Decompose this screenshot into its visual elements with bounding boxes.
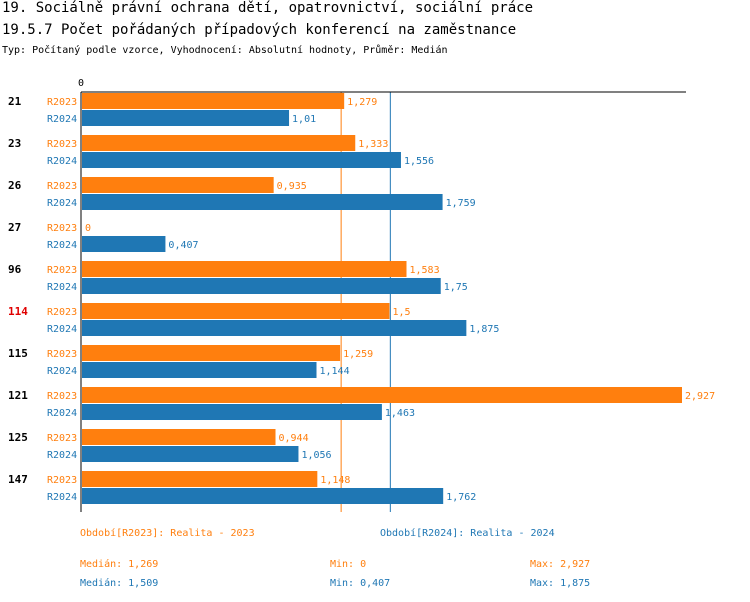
bar-r2023-21: [82, 93, 345, 109]
bar-r2023-23: [82, 135, 356, 151]
bar-r2024-96: [82, 278, 441, 294]
value-label: 1,259: [343, 349, 373, 360]
value-label: 1,01: [292, 114, 316, 125]
category-label: 125: [8, 431, 28, 444]
series-tag: R2024: [47, 114, 77, 125]
category-label: 115: [8, 347, 28, 360]
series-tag: R2023: [47, 433, 77, 444]
bar-r2024-26: [82, 194, 443, 210]
chart-type-description: Typ: Počítaný podle vzorce, Vyhodnocení:…: [2, 45, 448, 56]
bar-r2023-115: [82, 345, 341, 361]
series-tag: R2023: [47, 139, 77, 150]
bar-r2023-114: [82, 303, 390, 319]
value-label: 1,762: [446, 492, 476, 503]
bar-r2024-27: [82, 236, 166, 252]
max-2024: Max: 1,875: [530, 578, 591, 589]
category-label: 147: [8, 473, 28, 486]
value-label: 1,75: [444, 282, 468, 293]
bar-chart: 0 21 R2023 1,279 R2024 1,01 23 R2023 1,333 R2024 1…: [8, 78, 715, 512]
x-tick-label: 0: [78, 78, 84, 89]
value-label: 1,5: [392, 307, 410, 318]
value-label: 1,333: [358, 139, 388, 150]
category-label: 121: [8, 389, 28, 402]
bar-r2024-147: [82, 488, 444, 504]
bar-r2024-23: [82, 152, 401, 168]
bar-r2024-21: [82, 110, 290, 126]
bar-r2023-121: [82, 387, 682, 403]
median-2023: Medián: 1,269: [80, 559, 159, 570]
value-label: 2,927: [685, 391, 715, 402]
series-tag: R2024: [47, 282, 77, 293]
series-tag: R2023: [47, 181, 77, 192]
series-tag: R2024: [47, 492, 77, 503]
value-label: 1,279: [347, 97, 377, 108]
category-label: 27: [8, 221, 21, 234]
legend-r2024: Období[R2024]: Realita - 2024: [380, 528, 555, 539]
series-tag: R2023: [47, 349, 77, 360]
series-tag: R2024: [47, 198, 77, 209]
min-2023: Min: 0: [330, 559, 367, 570]
series-tag: R2023: [47, 307, 77, 318]
category-label: 23: [8, 137, 21, 150]
value-label: 1,556: [404, 156, 434, 167]
min-2024: Min: 0,407: [330, 578, 391, 589]
value-label: 1,148: [320, 475, 350, 486]
series-tag: R2023: [47, 265, 77, 276]
chart-subtitle-title: 19.5.7 Počet pořádaných případových konf…: [2, 22, 517, 38]
bar-r2024-115: [82, 362, 317, 378]
legend-r2023: Období[R2023]: Realita - 2023: [80, 528, 255, 539]
value-label: 0: [85, 223, 91, 234]
series-tag: R2024: [47, 450, 77, 461]
bar-r2023-96: [82, 261, 407, 277]
bar-r2023-147: [82, 471, 318, 487]
series-tag: R2023: [47, 391, 77, 402]
category-label: 96: [8, 263, 22, 276]
value-label: 1,759: [446, 198, 476, 209]
value-label: 0,407: [168, 240, 198, 251]
value-label: 1,463: [385, 408, 415, 419]
value-label: 1,875: [469, 324, 499, 335]
series-tag: R2023: [47, 223, 77, 234]
value-label: 0,944: [279, 433, 309, 444]
category-label: 21: [8, 95, 22, 108]
bar-r2023-125: [82, 429, 276, 445]
value-label: 1,583: [409, 265, 439, 276]
category-label: 114: [8, 305, 28, 318]
median-2024: Medián: 1,509: [80, 578, 159, 589]
bar-r2024-121: [82, 404, 382, 420]
series-tag: R2023: [47, 97, 77, 108]
series-tag: R2024: [47, 156, 77, 167]
value-label: 1,056: [301, 450, 331, 461]
bar-r2023-26: [82, 177, 274, 193]
series-tag: R2024: [47, 240, 77, 251]
bar-r2024-114: [82, 320, 467, 336]
category-label: 26: [8, 179, 22, 192]
max-2023: Max: 2,927: [530, 559, 591, 570]
series-tag: R2024: [47, 324, 77, 335]
chart-title: 19. Sociálně právní ochrana dětí, opatro…: [2, 0, 534, 16]
series-tag: R2024: [47, 408, 77, 419]
series-tag: R2024: [47, 366, 77, 377]
series-tag: R2023: [47, 475, 77, 486]
value-label: 1,144: [320, 366, 350, 377]
value-label: 0,935: [277, 181, 307, 192]
bar-r2024-125: [82, 446, 299, 462]
